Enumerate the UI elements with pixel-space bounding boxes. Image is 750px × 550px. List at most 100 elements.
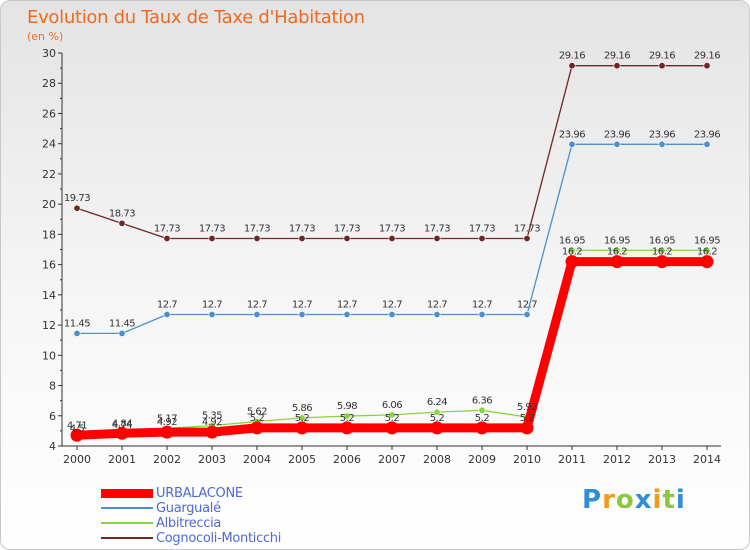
data-label: 5.2	[250, 413, 265, 424]
data-point	[613, 140, 621, 148]
data-point	[388, 411, 396, 419]
y-tick-label: 30	[42, 47, 56, 60]
data-point	[340, 421, 354, 435]
x-tick-label: 2003	[198, 453, 226, 466]
data-label: 4.92	[157, 417, 177, 428]
data-point	[253, 310, 261, 318]
data-label: 5.2	[520, 413, 535, 424]
data-label: 17.73	[379, 223, 405, 234]
x-tick-label: 2013	[648, 453, 676, 466]
data-label: 5.92	[517, 402, 537, 413]
data-point	[700, 255, 714, 269]
x-tick-label: 2002	[153, 453, 181, 466]
data-point	[610, 255, 624, 269]
data-point	[118, 329, 126, 337]
x-tick-label: 2004	[243, 453, 271, 466]
data-label: 19.73	[64, 193, 90, 204]
data-label: 6.24	[427, 397, 447, 408]
data-point	[388, 234, 396, 242]
data-point	[253, 234, 261, 242]
x-tick-label: 2009	[468, 453, 496, 466]
data-label: 17.73	[469, 223, 495, 234]
data-label: 4.92	[202, 417, 222, 428]
y-tick-label: 4	[49, 440, 56, 453]
data-label: 16.95	[694, 235, 720, 246]
data-point	[388, 310, 396, 318]
data-point	[73, 204, 81, 212]
data-point	[433, 234, 441, 242]
data-label: 23.96	[694, 129, 720, 140]
data-point	[433, 408, 441, 416]
data-label: 6.36	[472, 395, 492, 406]
data-label: 5.62	[247, 407, 267, 418]
data-label: 23.96	[604, 129, 630, 140]
data-label: 5.2	[385, 413, 400, 424]
data-label: 16.95	[604, 235, 630, 246]
x-tick-label: 2000	[63, 453, 91, 466]
proxiti-logo: Proxiti	[582, 485, 686, 515]
legend-swatch	[101, 522, 153, 524]
data-label: 12.7	[427, 299, 447, 310]
data-point	[478, 406, 486, 414]
data-point	[298, 234, 306, 242]
logo-letter: i	[675, 485, 686, 515]
logo-letter: t	[662, 485, 676, 515]
data-point	[298, 414, 306, 422]
data-label: 12.7	[517, 299, 537, 310]
y-tick-label: 10	[42, 349, 56, 362]
data-point	[208, 234, 216, 242]
data-label: 16.95	[559, 235, 585, 246]
chart-title: Evolution du Taux de Taxe d'Habitation	[27, 7, 365, 28]
x-tick-label: 2008	[423, 453, 451, 466]
y-tick-label: 26	[42, 107, 56, 120]
data-label: 5.86	[292, 403, 312, 414]
data-point	[568, 140, 576, 148]
data-label: 12.7	[202, 299, 222, 310]
logo-letter: o	[615, 485, 635, 515]
data-label: 29.16	[649, 51, 675, 62]
data-point	[208, 310, 216, 318]
data-point	[385, 421, 399, 435]
data-label: 11.45	[109, 318, 135, 329]
data-point	[73, 329, 81, 337]
legend-label: URBALACONE	[156, 486, 243, 501]
y-tick-label: 20	[42, 198, 56, 211]
data-label: 12.7	[157, 299, 177, 310]
x-tick-label: 2010	[513, 453, 541, 466]
data-point	[565, 255, 579, 269]
data-label: 17.73	[514, 223, 540, 234]
logo-letter: i	[652, 485, 663, 515]
data-point	[658, 140, 666, 148]
y-tick-label: 16	[42, 259, 56, 272]
legend-label: Albitreccia	[156, 516, 222, 531]
x-tick-label: 2005	[288, 453, 316, 466]
legend-label: Cognocoli-Monticchi	[156, 531, 282, 546]
data-label: 4.5	[70, 423, 85, 434]
data-point	[655, 255, 669, 269]
data-label: 5.2	[430, 413, 445, 424]
chart-subtitle: (en %)	[27, 30, 64, 43]
data-point	[163, 234, 171, 242]
data-point	[115, 426, 129, 440]
data-point	[160, 425, 174, 439]
data-label: 17.73	[289, 223, 315, 234]
data-label: 12.7	[292, 299, 312, 310]
data-label: 5.2	[475, 413, 490, 424]
data-point	[118, 219, 126, 227]
data-point	[298, 310, 306, 318]
legend-label: Guargualé	[156, 501, 221, 516]
data-point	[613, 62, 621, 70]
legend-swatch	[101, 489, 153, 498]
data-point	[163, 310, 171, 318]
data-label: 12.7	[472, 299, 492, 310]
x-tick-label: 2014	[693, 453, 721, 466]
x-tick-label: 2007	[378, 453, 406, 466]
y-tick-label: 6	[49, 410, 56, 423]
y-tick-label: 22	[42, 168, 56, 181]
y-tick-label: 24	[42, 138, 56, 151]
data-label: 12.7	[247, 299, 267, 310]
data-label: 29.16	[559, 51, 585, 62]
data-point	[478, 310, 486, 318]
data-label: 16.2	[652, 247, 672, 258]
